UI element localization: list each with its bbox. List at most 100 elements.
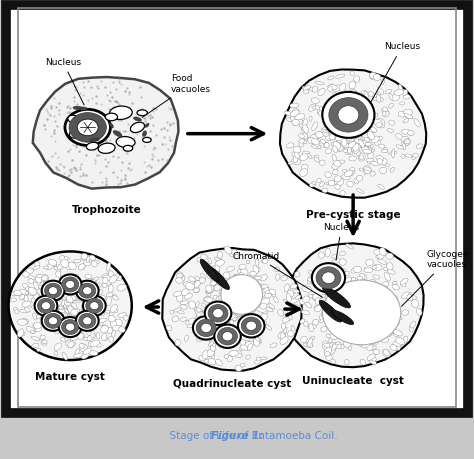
Ellipse shape — [348, 302, 356, 308]
Ellipse shape — [228, 308, 237, 311]
Ellipse shape — [95, 341, 101, 347]
Ellipse shape — [54, 301, 60, 306]
Ellipse shape — [241, 290, 249, 296]
Ellipse shape — [301, 164, 308, 172]
Ellipse shape — [210, 341, 216, 346]
Ellipse shape — [109, 285, 113, 293]
Ellipse shape — [374, 319, 378, 323]
Ellipse shape — [367, 129, 372, 133]
Ellipse shape — [408, 130, 414, 136]
Ellipse shape — [41, 302, 51, 310]
Ellipse shape — [234, 309, 239, 313]
Ellipse shape — [351, 307, 360, 312]
Ellipse shape — [79, 343, 85, 348]
Ellipse shape — [345, 339, 348, 346]
Ellipse shape — [200, 259, 219, 282]
Ellipse shape — [180, 318, 187, 321]
Ellipse shape — [250, 326, 256, 331]
Ellipse shape — [303, 90, 309, 94]
Ellipse shape — [38, 285, 45, 290]
Ellipse shape — [396, 134, 403, 140]
Ellipse shape — [374, 74, 381, 81]
Ellipse shape — [373, 339, 377, 344]
Ellipse shape — [222, 331, 233, 341]
Ellipse shape — [244, 340, 251, 347]
Ellipse shape — [65, 109, 110, 146]
Ellipse shape — [325, 320, 329, 325]
Ellipse shape — [222, 304, 227, 313]
Ellipse shape — [337, 303, 345, 309]
Ellipse shape — [290, 284, 297, 289]
Ellipse shape — [58, 306, 65, 311]
Ellipse shape — [355, 291, 364, 299]
Ellipse shape — [183, 282, 191, 287]
Ellipse shape — [336, 285, 341, 290]
Ellipse shape — [382, 306, 388, 312]
Ellipse shape — [274, 267, 280, 272]
Ellipse shape — [340, 142, 349, 148]
Ellipse shape — [63, 304, 69, 309]
Ellipse shape — [181, 301, 189, 305]
Ellipse shape — [196, 312, 205, 316]
Ellipse shape — [42, 316, 46, 324]
Ellipse shape — [358, 317, 365, 321]
Ellipse shape — [57, 298, 64, 304]
Ellipse shape — [416, 308, 422, 315]
Ellipse shape — [81, 296, 88, 302]
Ellipse shape — [303, 119, 307, 128]
Ellipse shape — [117, 284, 127, 291]
Ellipse shape — [215, 260, 224, 267]
Ellipse shape — [245, 341, 254, 347]
Ellipse shape — [288, 307, 292, 313]
Ellipse shape — [79, 283, 96, 298]
Ellipse shape — [351, 277, 356, 281]
Ellipse shape — [76, 291, 80, 295]
Ellipse shape — [383, 349, 390, 356]
Ellipse shape — [77, 312, 84, 320]
Ellipse shape — [108, 315, 115, 322]
Ellipse shape — [329, 98, 368, 132]
Ellipse shape — [73, 106, 82, 109]
Ellipse shape — [200, 325, 206, 330]
Ellipse shape — [176, 278, 183, 284]
Ellipse shape — [110, 320, 117, 329]
Ellipse shape — [337, 160, 345, 164]
Ellipse shape — [314, 306, 319, 310]
Ellipse shape — [109, 336, 114, 342]
Ellipse shape — [243, 307, 249, 312]
Ellipse shape — [35, 327, 42, 331]
Ellipse shape — [295, 295, 301, 299]
Ellipse shape — [340, 131, 345, 138]
Ellipse shape — [319, 300, 342, 322]
Ellipse shape — [395, 303, 399, 310]
Ellipse shape — [237, 312, 244, 316]
Ellipse shape — [68, 319, 72, 323]
Ellipse shape — [280, 337, 288, 344]
Ellipse shape — [221, 274, 263, 314]
Ellipse shape — [55, 301, 61, 305]
Ellipse shape — [377, 88, 383, 94]
Ellipse shape — [345, 129, 350, 133]
Ellipse shape — [104, 278, 111, 285]
Ellipse shape — [225, 311, 229, 317]
Ellipse shape — [172, 316, 179, 322]
Ellipse shape — [67, 324, 71, 331]
Ellipse shape — [229, 320, 232, 325]
Ellipse shape — [70, 324, 79, 328]
Ellipse shape — [283, 317, 290, 323]
Ellipse shape — [337, 303, 341, 310]
Ellipse shape — [264, 289, 270, 294]
Ellipse shape — [65, 297, 72, 303]
Ellipse shape — [327, 308, 331, 312]
Ellipse shape — [240, 339, 246, 345]
Ellipse shape — [269, 303, 275, 309]
Ellipse shape — [368, 128, 375, 133]
Ellipse shape — [13, 290, 23, 295]
Ellipse shape — [359, 155, 364, 160]
Ellipse shape — [41, 341, 47, 345]
Ellipse shape — [245, 314, 249, 319]
Ellipse shape — [347, 148, 352, 153]
Ellipse shape — [411, 300, 419, 308]
Ellipse shape — [343, 112, 350, 122]
Ellipse shape — [113, 274, 119, 280]
